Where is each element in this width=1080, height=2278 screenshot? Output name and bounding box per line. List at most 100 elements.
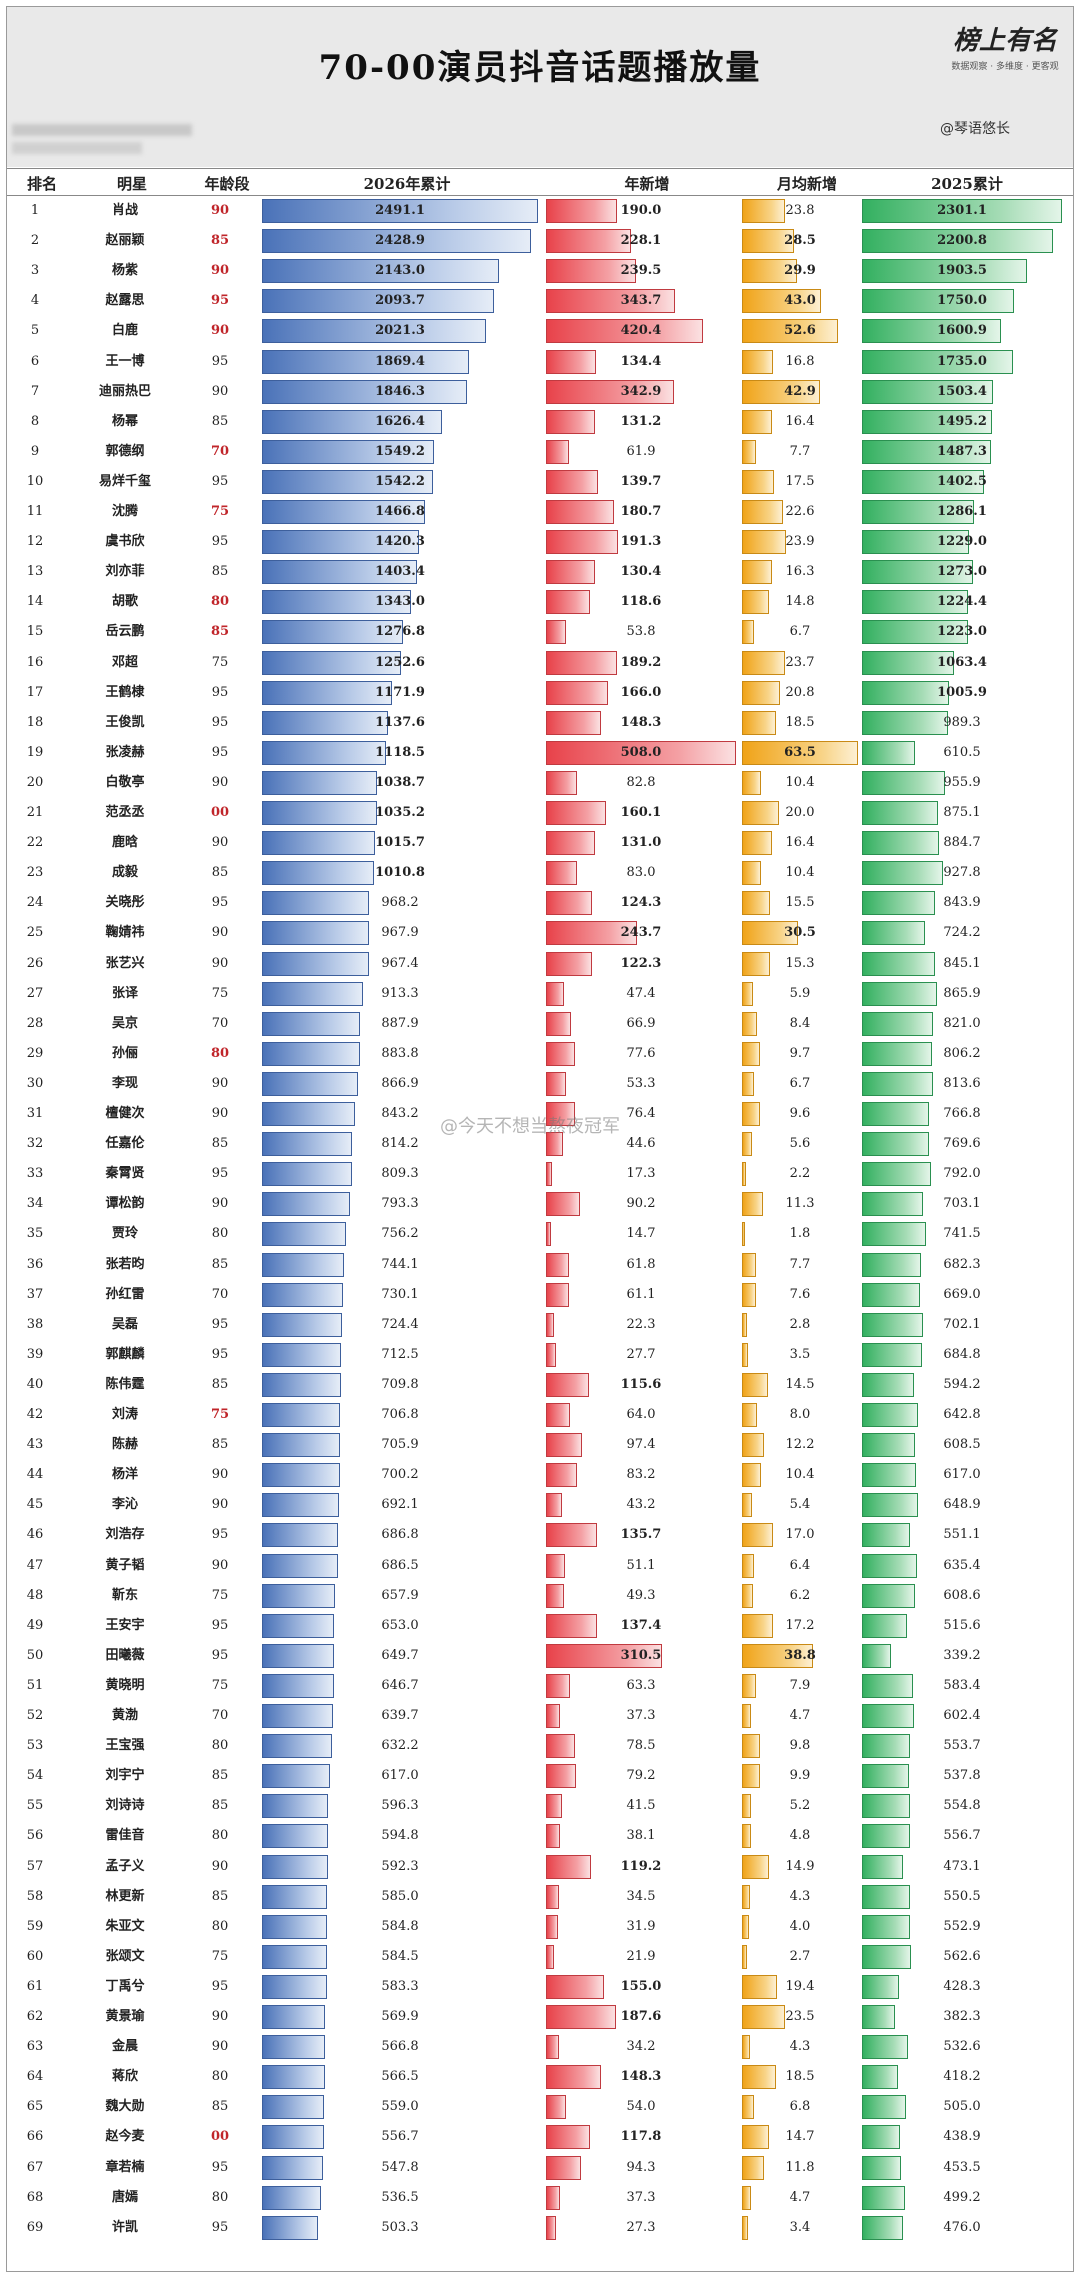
bar-year-new-label: 166.0 xyxy=(620,684,662,700)
age-cell: 90 xyxy=(211,383,229,399)
bar-month-new xyxy=(742,1764,761,1789)
table-row: 15 岳云鹏 85 1276.8 53.8 6.7 1223.0 xyxy=(0,617,1080,647)
bar-year-new xyxy=(546,1613,598,1638)
logo-mark: 榜上有名 xyxy=(952,26,1057,56)
col-header-month-new: 月均新增 xyxy=(776,175,837,193)
bar-2026-label: 583.3 xyxy=(381,1978,419,1994)
bar-2025-label: 515.6 xyxy=(943,1617,981,1633)
bar-year-new-label: 61.1 xyxy=(626,1286,656,1302)
bar-2025-label: 766.8 xyxy=(943,1106,981,1121)
star-name-cell: 郭德纲 xyxy=(105,443,145,459)
star-name-cell: 胡歌 xyxy=(111,594,138,610)
bar-month-new xyxy=(742,1282,756,1307)
table-row: 12 虞书欣 95 1420.3 191.3 23.9 1229.0 xyxy=(0,527,1080,557)
age-cell: 85 xyxy=(211,865,229,881)
table-row: 8 杨幂 85 1626.4 131.2 16.4 1495.2 xyxy=(0,407,1080,437)
rank-cell: 32 xyxy=(26,1136,44,1152)
bar-2026 xyxy=(262,2065,325,2090)
star-name-cell: 田曦薇 xyxy=(105,1647,145,1663)
rank-cell: 1 xyxy=(30,203,40,218)
bar-year-new xyxy=(546,1523,597,1548)
bar-year-new xyxy=(546,1704,560,1728)
bar-month-new xyxy=(742,1071,755,1096)
bar-2026-label: 566.5 xyxy=(381,2069,419,2085)
bar-year-new xyxy=(546,2215,557,2240)
bar-month-new xyxy=(742,2095,755,2120)
rank-cell: 12 xyxy=(26,534,44,550)
bar-2026-label: 686.5 xyxy=(381,1557,419,1573)
bar-2025-label: 642.8 xyxy=(943,1407,981,1422)
bar-2026 xyxy=(262,379,467,404)
bar-2025 xyxy=(862,2035,909,2060)
bar-2025 xyxy=(862,1162,931,1187)
table-row: 55 刘诗诗 85 596.3 41.5 5.2 554.8 xyxy=(0,1791,1080,1821)
bar-2026 xyxy=(262,469,433,494)
star-name-cell: 鞠婧祎 xyxy=(105,925,145,941)
bar-2026 xyxy=(262,1613,335,1638)
bar-year-new-label: 118.6 xyxy=(620,594,662,610)
star-name-cell: 成毅 xyxy=(111,865,138,881)
bar-month-new-label: 6.2 xyxy=(789,1587,811,1603)
star-name-cell: 关晓彤 xyxy=(105,895,145,911)
bar-2026 xyxy=(262,590,411,615)
bar-month-new xyxy=(742,1914,750,1939)
rank-cell: 53 xyxy=(26,1738,44,1754)
bar-2025 xyxy=(862,1041,933,1066)
bar-month-new xyxy=(742,1974,778,1999)
bar-month-new-label: 14.7 xyxy=(785,2129,815,2145)
star-name-cell: 白鹿 xyxy=(111,323,138,339)
bar-month-new-label: 4.3 xyxy=(789,2039,811,2055)
table-row: 37 孙红雷 70 730.1 61.1 7.6 669.0 xyxy=(0,1280,1080,1310)
table-row: 60 张颂文 75 584.5 21.9 2.7 562.6 xyxy=(0,1942,1080,1972)
bar-year-new xyxy=(546,2095,567,2120)
table-row: 16 邓超 75 1252.6 189.2 23.7 1063.4 xyxy=(0,648,1080,678)
bar-year-new-label: 41.5 xyxy=(626,1798,656,1814)
bar-year-new-label: 148.3 xyxy=(620,2069,662,2085)
bar-2025-label: 741.5 xyxy=(943,1226,981,1242)
col-header-2025: 2025累计 xyxy=(931,175,1003,193)
column-header-row: 排名 明星 年龄段 2026年累计 年新增 月均新增 2025累计 xyxy=(7,168,1073,196)
age-cell: 95 xyxy=(211,1978,229,1994)
bar-2025-label: 724.2 xyxy=(943,925,981,941)
bar-year-new xyxy=(546,831,595,856)
bar-month-new-label: 5.6 xyxy=(789,1136,811,1152)
bar-2026-label: 967.9 xyxy=(381,925,419,941)
age-cell: 90 xyxy=(210,323,230,339)
bar-month-new-label: 11.3 xyxy=(785,1196,815,1212)
bar-month-new xyxy=(742,2155,764,2180)
bar-2025 xyxy=(862,861,943,886)
star-name-cell: 魏大勋 xyxy=(105,2099,145,2115)
bar-month-new xyxy=(742,1312,748,1337)
table-row: 67 章若楠 95 547.8 94.3 11.8 453.5 xyxy=(0,2153,1080,2183)
bar-month-new xyxy=(742,439,757,464)
table-row: 56 雷佳音 80 594.8 38.1 4.8 556.7 xyxy=(0,1821,1080,1851)
bar-year-new xyxy=(546,1102,575,1126)
table-row: 39 郭麒麟 95 712.5 27.7 3.5 684.8 xyxy=(0,1340,1080,1370)
rank-cell: 55 xyxy=(26,1798,44,1814)
bar-2026-label: 585.0 xyxy=(381,1888,419,1904)
bar-2025 xyxy=(862,259,1028,284)
age-cell: 90 xyxy=(211,955,229,971)
age-cell: 00 xyxy=(210,805,230,820)
bar-2025-label: 648.9 xyxy=(943,1497,981,1513)
col-header-year-new: 年新增 xyxy=(624,175,670,193)
bar-2025-label: 608.6 xyxy=(943,1587,981,1603)
bar-2026-label: 1038.7 xyxy=(375,774,425,790)
bar-year-new xyxy=(546,2125,591,2150)
bar-year-new-label: 134.4 xyxy=(620,353,662,369)
bar-month-new-label: 9.8 xyxy=(789,1738,811,1754)
bar-month-new-label: 6.7 xyxy=(789,1075,811,1091)
bar-month-new xyxy=(742,1854,770,1879)
bar-year-new-label: 187.6 xyxy=(620,2009,662,2024)
bar-2026-label: 843.2 xyxy=(381,1106,419,1121)
bar-2025 xyxy=(862,1493,919,1518)
bar-year-new-label: 130.4 xyxy=(620,564,662,580)
bar-2025 xyxy=(862,1132,929,1157)
bar-2025 xyxy=(862,1794,911,1819)
rank-cell: 33 xyxy=(26,1166,44,1182)
table-row: 30 李现 90 866.9 53.3 6.7 813.6 xyxy=(0,1069,1080,1099)
bar-month-new-label: 9.9 xyxy=(789,1768,811,1784)
bar-2026 xyxy=(262,710,389,735)
bar-2025 xyxy=(862,891,936,916)
bar-2026-label: 1252.6 xyxy=(375,654,425,670)
